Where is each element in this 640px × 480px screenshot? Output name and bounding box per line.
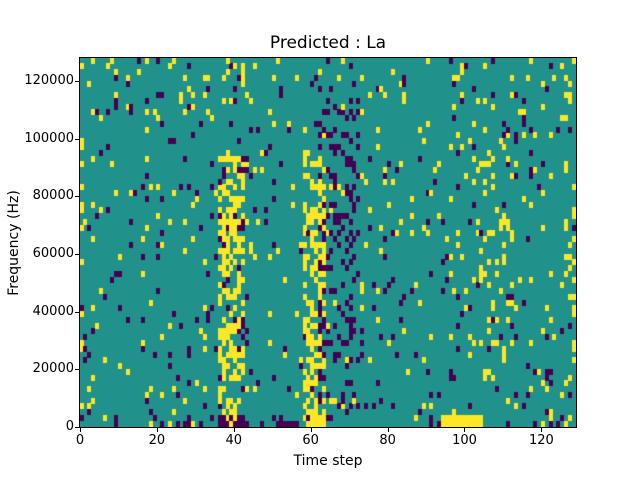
x-tick-mark	[464, 428, 466, 432]
y-tick-label: 80000	[32, 188, 74, 204]
y-tick-mark	[75, 196, 79, 198]
y-tick-label: 0	[65, 419, 74, 434]
heatmap-canvas	[80, 58, 576, 427]
x-axis-label: Time step	[293, 453, 363, 469]
x-tick-mark	[387, 428, 389, 432]
y-tick-mark	[75, 369, 79, 371]
y-tick-mark	[75, 427, 79, 428]
x-tick-label: 100	[452, 433, 477, 448]
y-tick-mark	[75, 311, 79, 313]
y-tick-label: 120000	[24, 73, 74, 89]
x-tick-label: 80	[379, 433, 396, 448]
x-tick-mark	[233, 428, 235, 432]
x-tick-label: 40	[225, 433, 243, 448]
x-tick-label: 60	[302, 433, 319, 448]
y-tick-label: 100000	[24, 130, 74, 146]
x-tick-mark	[310, 428, 312, 432]
y-tick-label: 20000	[32, 361, 74, 377]
x-tick-label: 0	[75, 433, 85, 448]
x-tick-mark	[541, 428, 543, 432]
x-tick-mark	[156, 428, 158, 432]
x-tick-label: 120	[528, 433, 554, 448]
y-tick-mark	[75, 138, 79, 140]
y-tick-mark	[75, 81, 79, 83]
x-tick-label: 20	[148, 433, 166, 448]
y-tick-mark	[75, 254, 79, 256]
x-tick-mark	[80, 428, 81, 432]
chart-title: Predicted : La	[269, 33, 387, 53]
y-tick-label: 60000	[32, 246, 74, 262]
y-tick-label: 40000	[32, 303, 74, 319]
